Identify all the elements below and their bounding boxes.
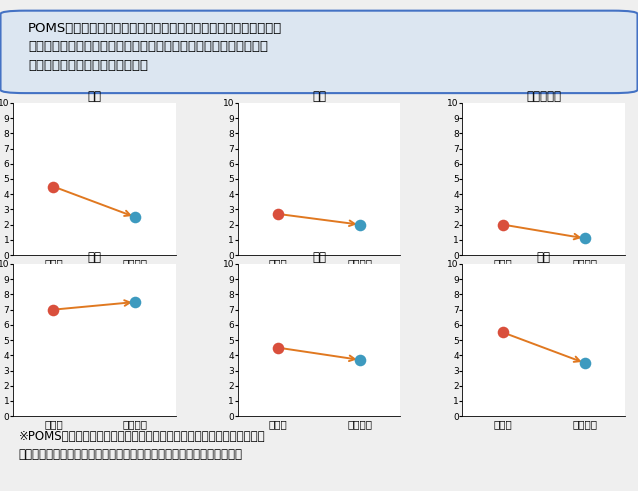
- Title: 混乱: 混乱: [537, 251, 551, 264]
- Title: うつ: うつ: [312, 90, 326, 103]
- Point: [130, 213, 140, 221]
- Point: [48, 183, 59, 191]
- Title: 緊張: 緊張: [87, 90, 101, 103]
- FancyBboxPatch shape: [1, 11, 637, 93]
- Point: [273, 344, 283, 352]
- Point: [273, 210, 283, 218]
- Point: [48, 306, 59, 314]
- Point: [130, 298, 140, 306]
- Point: [355, 356, 365, 364]
- Point: [498, 220, 508, 228]
- Title: 疲労: 疲労: [312, 251, 326, 264]
- Point: [355, 220, 365, 228]
- Title: 活力: 活力: [87, 251, 101, 264]
- Title: 敵意・怒り: 敵意・怒り: [526, 90, 561, 103]
- Point: [579, 234, 590, 242]
- Point: [579, 359, 590, 367]
- Text: ※POMSテストとは、気分の状態を「緊張・不安」「活力」「抑圧」「疲
労」「怎り」「混乱」という六つの尺度で測る心理テストのことです。: ※POMSテストとは、気分の状態を「緊張・不安」「活力」「抑圧」「疲 労」「怎り…: [19, 430, 265, 461]
- Point: [498, 328, 508, 336]
- Text: POMS心理テストを実施すると、泣く前と後で混乱および緊張・不
安の尺度が改善。これは自覚的には「スッキリした」という気分に
よく対応するものと解釈される。: POMS心理テストを実施すると、泣く前と後で混乱および緊張・不 安の尺度が改善。…: [28, 22, 283, 72]
